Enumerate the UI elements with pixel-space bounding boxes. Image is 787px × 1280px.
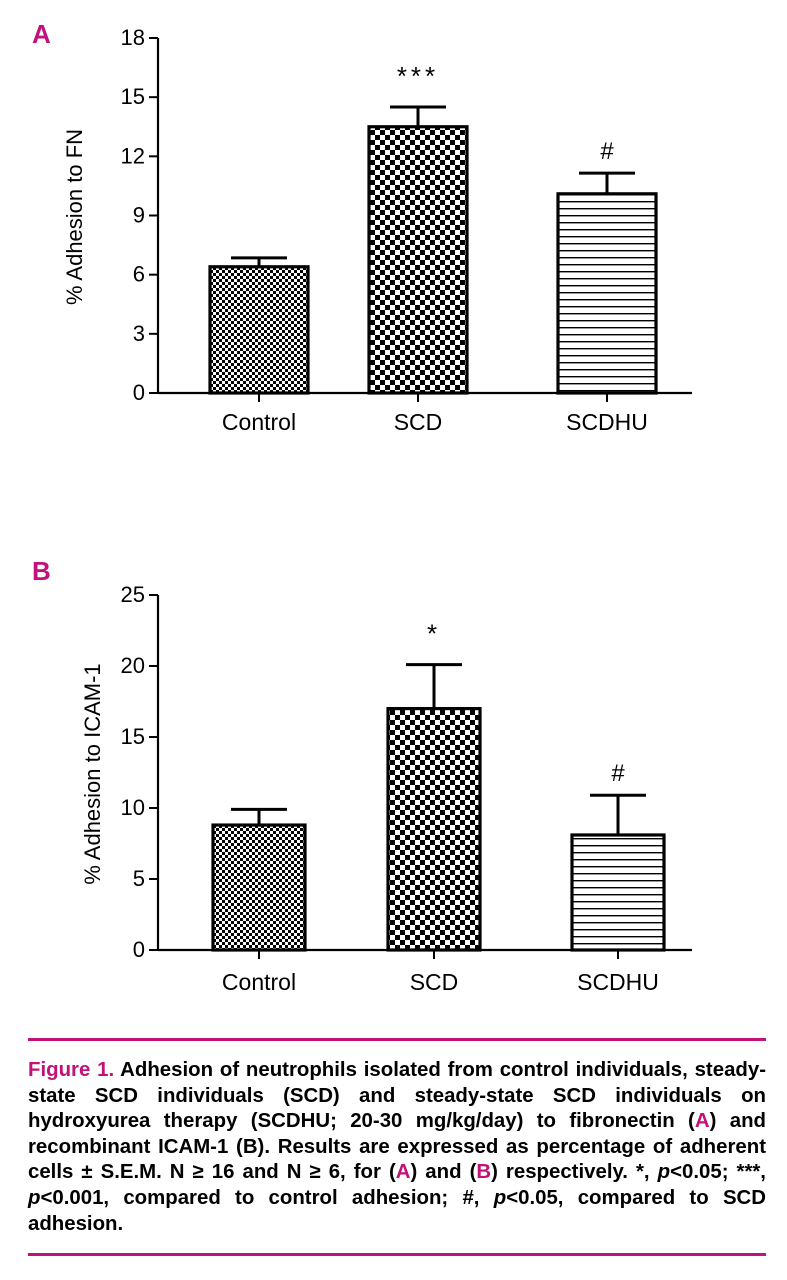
significance-label: * [427,619,441,649]
p-value-symbol: p [657,1161,671,1184]
significance-label: # [600,138,614,165]
bar [367,125,469,395]
panel-ref-a: A [395,1161,411,1184]
panel-letter-b: B [32,556,51,586]
figure-caption: Figure 1. Adhesion of neutrophils isolat… [28,1058,766,1237]
y-tick-label: 10 [121,795,145,820]
y-tick-label: 9 [133,203,145,228]
y-tick-label: 6 [133,262,145,287]
caption-rule-bottom [28,1253,766,1256]
x-tick-label: Control [222,409,296,435]
caption-text: <0.05; ***, [670,1161,766,1184]
y-tick-label: 18 [121,25,145,50]
chart-panel-b: B % Adhesion to ICAM-1 0 5 10 15 20 25 Control… [32,556,692,995]
y-tick-label: 12 [121,143,145,168]
y-tick-label: 15 [121,724,145,749]
y-tick-label: 0 [133,937,145,962]
x-tick-label: SCD [394,409,443,435]
panel-ref-b: B [476,1161,492,1184]
x-tick-label: SCD [410,969,459,995]
panel-ref-a: A [694,1110,710,1133]
caption-text: <0.05, compared to SCD adhesion. [28,1186,766,1235]
y-tick-label: 3 [133,321,145,346]
y-tick-label: 0 [133,380,145,405]
figure-label: Figure 1. [28,1059,115,1081]
caption-text: ) and recombinant ICAM-1 (B). Results ar… [28,1110,766,1184]
x-tick-label: Control [222,969,296,995]
bar [208,265,310,395]
y-tick-label: 15 [121,84,145,109]
caption-text: Adhesion of neutrophils isolated from co… [28,1059,766,1133]
bar [570,833,666,952]
chart-panel-a: A % Adhesion to FN 0 3 6 9 12 15 18 Control SCD *… [32,19,692,435]
y-tick-label: 25 [121,582,145,607]
figure-canvas: A % Adhesion to FN 0 3 6 9 12 15 18 Control SCD *… [32,19,692,995]
y-tick-label: 5 [133,866,145,891]
x-tick-label: SCDHU [577,969,659,995]
caption-text: ) respectively. *, [491,1161,658,1184]
panel-letter-a: A [32,19,51,49]
significance-label: *** [397,61,439,91]
bar [556,192,658,395]
caption-text: ) and ( [410,1161,477,1184]
bar [386,706,482,952]
p-value-symbol: p [493,1186,507,1209]
caption-text: <0.001, compared to control adhesion; #, [40,1186,494,1209]
p-value-symbol: p [28,1186,41,1209]
y-tick-label: 20 [121,653,145,678]
significance-label: # [611,760,625,787]
chart-marks: 0 3 6 9 12 15 18 Control SCD *** SCDHU # [121,25,692,435]
y-axis-label: % Adhesion to FN [62,129,87,305]
caption-rule-top [28,1038,766,1041]
y-axis-label: % Adhesion to ICAM-1 [80,663,105,884]
bar [211,823,307,952]
x-tick-label: SCDHU [566,409,648,435]
chart-marks: 0 5 10 15 20 25 Control SCD * SCDHU # [121,582,692,995]
